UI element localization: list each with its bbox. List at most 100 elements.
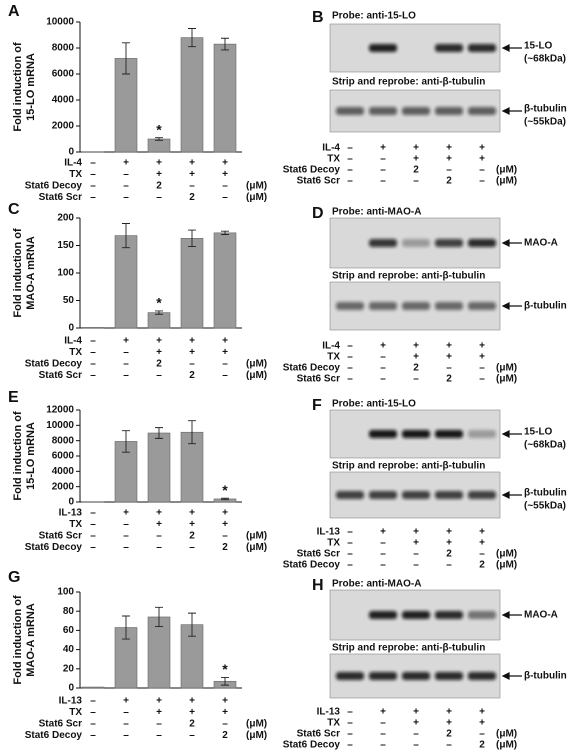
condition-cell: –: [90, 336, 96, 347]
condition-cell: 2: [446, 176, 452, 187]
condition-cell: +: [123, 508, 129, 519]
condition-name: TX: [327, 154, 340, 165]
y-tick-label: 60: [63, 625, 75, 636]
y-tick-label: 100: [57, 587, 74, 598]
condition-cell: +: [156, 707, 162, 718]
condition-name: Stat6 Scr: [39, 370, 82, 381]
condition-cell: +: [123, 336, 129, 347]
condition-cell: –: [90, 359, 96, 370]
y-tick-label: 0: [68, 323, 74, 334]
y-tick-label: 50: [63, 295, 75, 306]
significance-marker: *: [156, 121, 162, 137]
condition-cell: +: [156, 336, 162, 347]
condition-cell: –: [347, 707, 353, 718]
condition-cell: –: [347, 729, 353, 740]
blot-band: [369, 44, 397, 52]
condition-unit: (μM): [496, 165, 517, 176]
condition-cell: +: [222, 347, 228, 358]
error-bar: [155, 606, 163, 628]
condition-cell: +: [479, 718, 485, 729]
condition-cell: 2: [446, 549, 452, 560]
condition-cell: –: [90, 719, 96, 730]
y-tick-label: 20: [63, 663, 75, 674]
condition-cell: 2: [189, 531, 195, 542]
condition-cell: –: [156, 531, 162, 542]
reprobe-title: Strip and reprobe: anti-β-tubulin: [332, 77, 485, 88]
condition-cell: +: [156, 519, 162, 530]
condition-cell: +: [446, 154, 452, 165]
condition-cell: 2: [446, 729, 452, 740]
y-tick-label: 4000: [52, 95, 75, 106]
condition-cell: +: [222, 169, 228, 180]
condition-cell: –: [123, 370, 129, 381]
y-tick-label: 40: [63, 644, 75, 655]
y-axis-label: Fold induction of: [12, 228, 24, 318]
condition-cell: +: [189, 508, 195, 519]
condition-cell: +: [156, 347, 162, 358]
condition-cell: +: [479, 341, 485, 352]
bar: [147, 616, 171, 689]
condition-name: Stat6 Decoy: [25, 359, 83, 370]
y-tick-label: 0: [68, 147, 74, 158]
condition-cell: +: [189, 347, 195, 358]
condition-cell: –: [380, 176, 386, 187]
condition-cell: +: [222, 158, 228, 169]
condition-cell: +: [479, 707, 485, 718]
blot-band: [468, 107, 496, 115]
band-label: 15-LO: [524, 41, 553, 52]
y-tick-label: 0: [68, 497, 74, 508]
band-arrow: [501, 611, 522, 619]
condition-cell: +: [413, 527, 419, 538]
condition-cell: –: [90, 696, 96, 707]
condition-cell: +: [222, 336, 228, 347]
condition-cell: +: [222, 696, 228, 707]
blot-band: [468, 44, 496, 52]
condition-cell: –: [90, 730, 96, 741]
condition-cell: +: [123, 158, 129, 169]
condition-cell: –: [123, 719, 129, 730]
condition-cell: 2: [222, 542, 228, 553]
condition-cell: –: [380, 560, 386, 571]
bar: [180, 37, 204, 153]
condition-cell: +: [413, 352, 419, 363]
condition-cell: 2: [413, 165, 419, 176]
condition-unit: (μM): [246, 359, 267, 370]
probe-title: Probe: anti-15-LO: [332, 11, 416, 22]
condition-cell: +: [189, 158, 195, 169]
condition-name: IL-13: [317, 527, 341, 538]
condition-unit: (μM): [496, 740, 517, 751]
condition-cell: –: [222, 531, 228, 542]
condition-cell: –: [90, 347, 96, 358]
condition-name: Stat6 Decoy: [25, 181, 83, 192]
condition-cell: –: [479, 729, 485, 740]
condition-cell: +: [189, 696, 195, 707]
y-tick-label: 2000: [52, 481, 75, 492]
condition-cell: –: [446, 363, 452, 374]
panel-label: E: [8, 389, 19, 406]
condition-name: IL-4: [322, 143, 340, 154]
condition-unit: (μM): [246, 719, 267, 730]
condition-cell: –: [413, 549, 419, 560]
condition-cell: –: [479, 165, 485, 176]
condition-cell: –: [479, 176, 485, 187]
blot-band: [435, 430, 463, 438]
condition-name: Stat6 Scr: [297, 729, 340, 740]
band-arrow: [501, 672, 522, 680]
reprobe-title: Strip and reprobe: anti-β-tubulin: [332, 271, 485, 282]
condition-cell: –: [347, 718, 353, 729]
band-label: β-tubulin: [524, 301, 567, 312]
condition-cell: –: [156, 370, 162, 381]
error-bar: [122, 42, 130, 75]
blot-band: [369, 107, 397, 115]
error-bar: [221, 230, 229, 235]
y-tick-label: 80: [63, 606, 75, 617]
condition-cell: –: [123, 359, 129, 370]
condition-name: Stat6 Scr: [39, 192, 82, 203]
condition-cell: +: [156, 508, 162, 519]
condition-cell: 2: [156, 359, 162, 370]
condition-cell: +: [189, 707, 195, 718]
condition-name: Stat6 Scr: [297, 549, 340, 560]
condition-cell: –: [189, 730, 195, 741]
condition-cell: –: [347, 352, 353, 363]
